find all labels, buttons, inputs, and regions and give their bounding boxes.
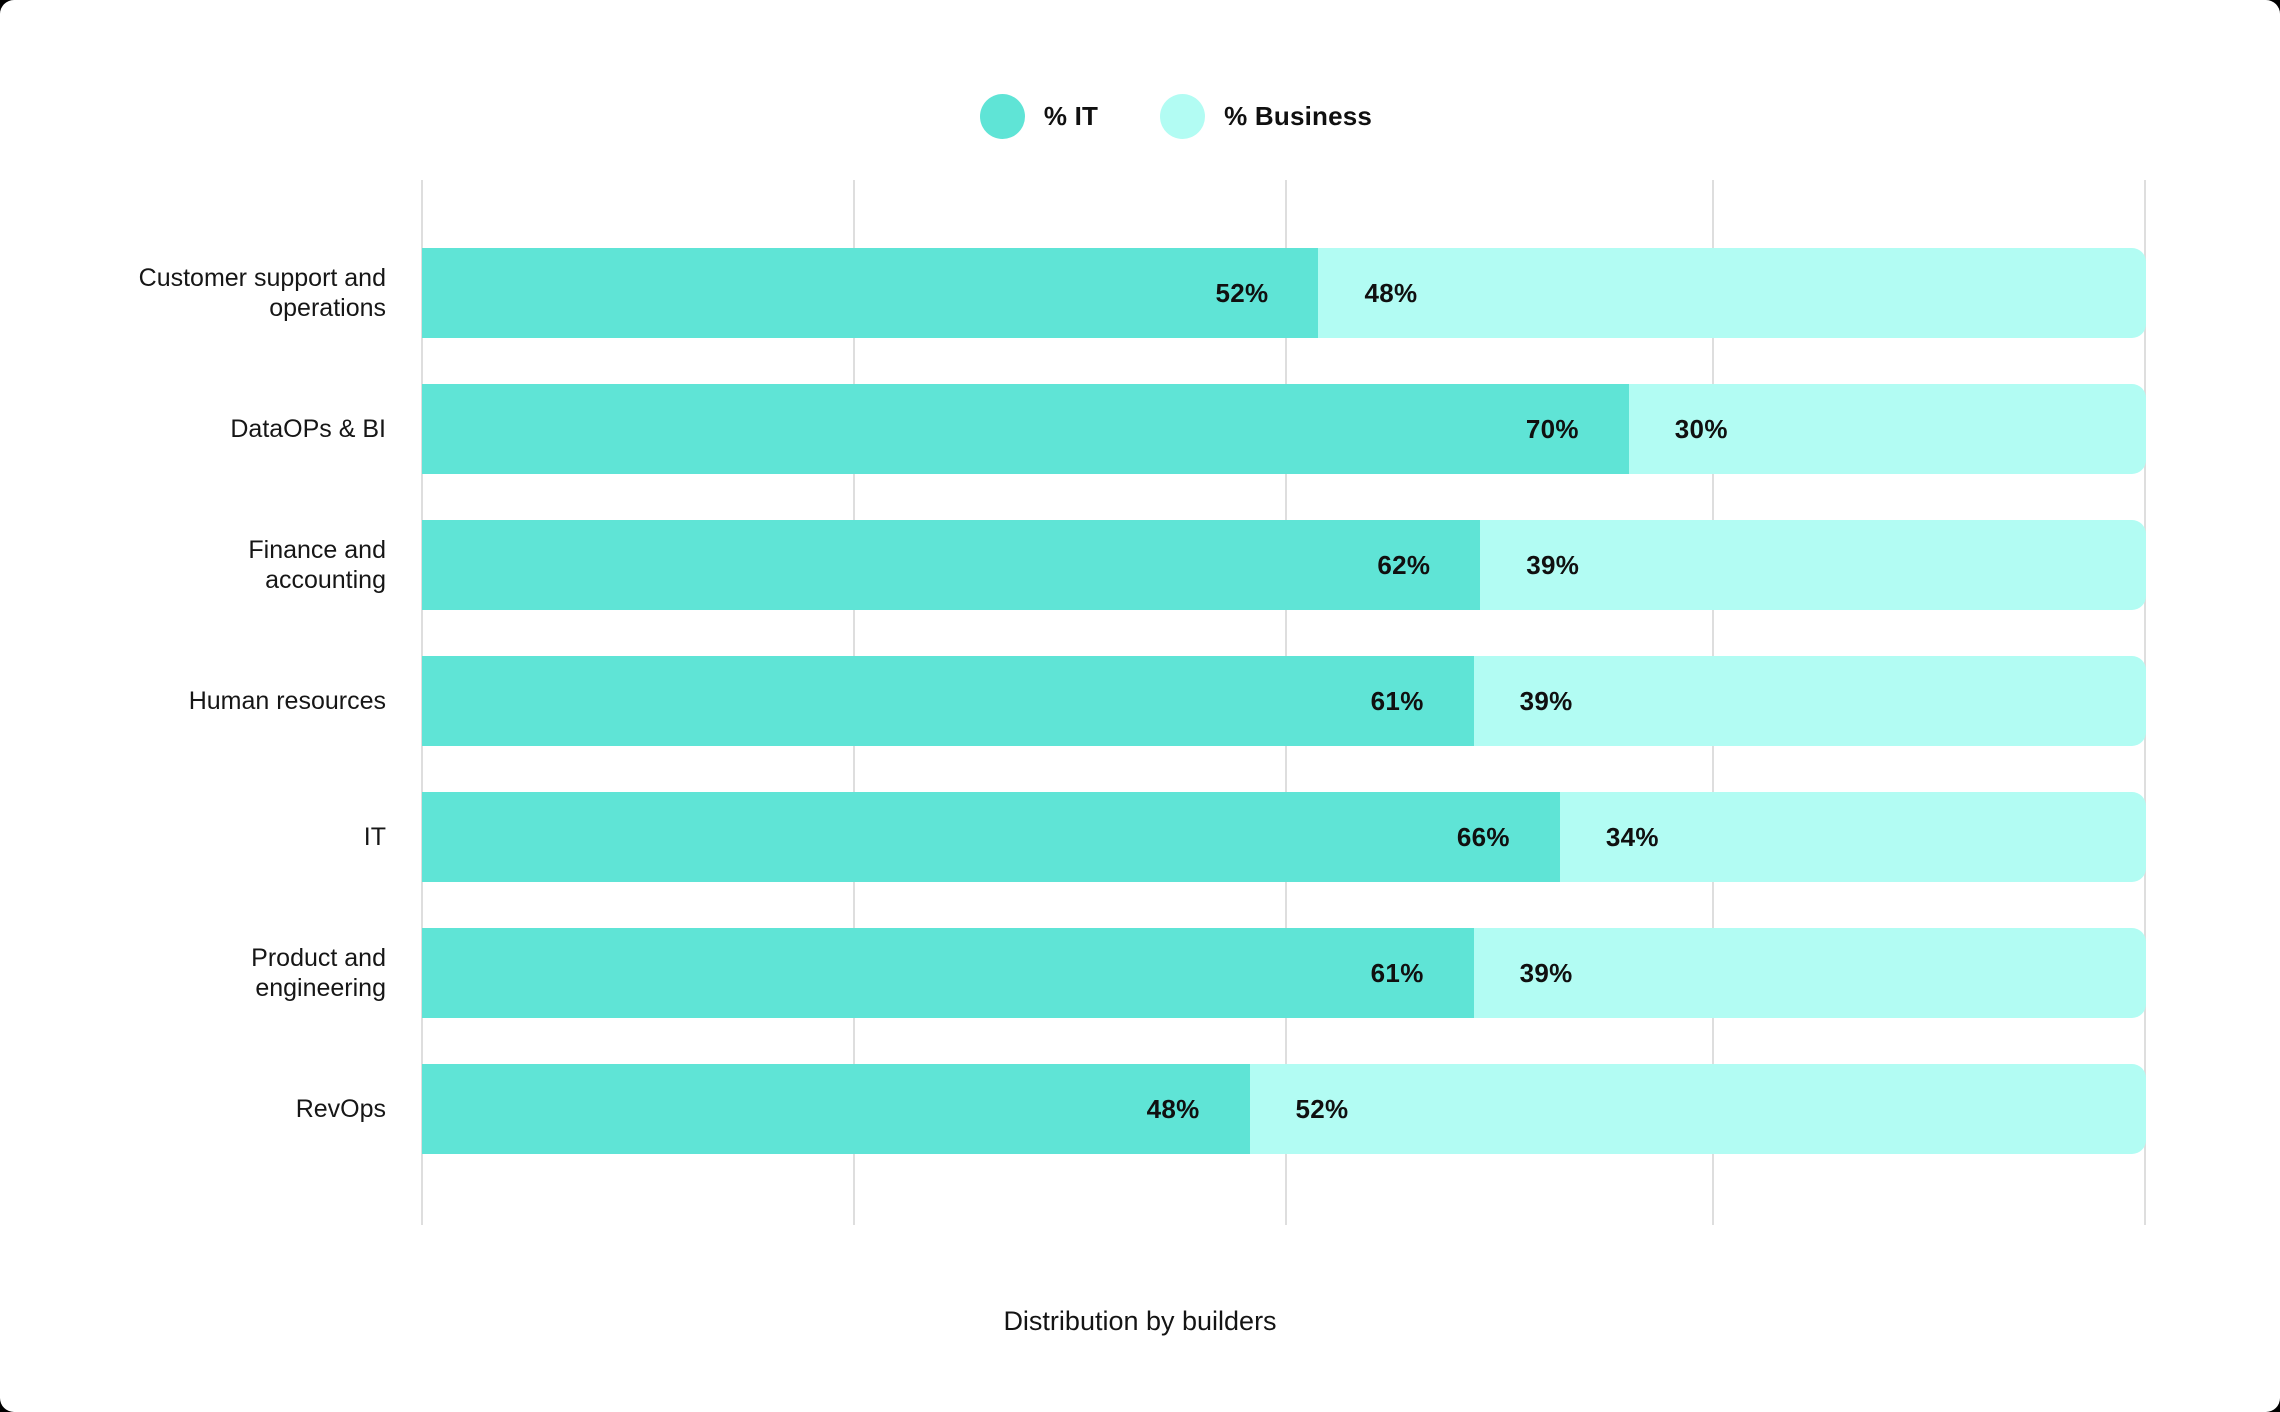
chart-caption: Distribution by builders [1003, 1306, 1277, 1336]
legend: % IT % Business [36, 93, 2280, 139]
bar-row: DataOPs & BI 70% 30% [0, 384, 2280, 474]
bar-segment-it: 61% [422, 656, 1474, 746]
bar-segment-business: 34% [1559, 792, 2146, 882]
value-label-it: 66% [1456, 821, 1510, 852]
stacked-bar: 66% 34% [422, 792, 2146, 882]
bar-segment-business: 39% [1480, 520, 2146, 610]
value-label-business: 52% [1295, 1093, 1349, 1124]
bar-row: Human resources 61% 39% [0, 656, 2280, 746]
bar-segment-business: 52% [1249, 1064, 2146, 1154]
category-label: Finance and accounting [248, 536, 386, 594]
stacked-bar: 61% 39% [422, 928, 2146, 1018]
category-label: DataOPs & BI [230, 415, 386, 443]
value-label-it: 62% [1377, 549, 1431, 580]
bar-segment-it: 61% [422, 928, 1474, 1018]
value-label-it: 61% [1370, 957, 1424, 988]
bar-segment-it: 52% [422, 248, 1319, 338]
category-label: Human resources [188, 687, 386, 715]
stacked-bar: 48% 52% [422, 1064, 2146, 1154]
bar-segment-business: 39% [1473, 928, 2146, 1018]
stacked-bar: 62% 39% [422, 520, 2146, 610]
bar-segment-it: 48% [422, 1064, 1250, 1154]
category-label: IT [363, 823, 386, 851]
bar-row: Customer support and operations 52% 48% [0, 248, 2280, 338]
bar-row: IT 66% 34% [0, 792, 2280, 882]
value-label-it: 52% [1215, 277, 1269, 308]
bar-segment-it: 62% [422, 520, 1481, 610]
bar-segment-it: 66% [422, 792, 1560, 882]
stacked-bar: 52% 48% [422, 248, 2146, 338]
legend-item-business: % Business [1160, 93, 1373, 139]
bar-segment-business: 39% [1473, 656, 2146, 746]
bar-segment-business: 48% [1318, 248, 2146, 338]
category-label: Customer support and operations [138, 264, 386, 322]
value-label-business: 34% [1605, 821, 1659, 852]
value-label-business: 30% [1674, 413, 1728, 444]
legend-label-it: % IT [1043, 100, 1099, 131]
stacked-bar: 61% 39% [422, 656, 2146, 746]
value-label-business: 39% [1519, 957, 1573, 988]
legend-item-it: % IT [979, 93, 1099, 139]
value-label-business: 48% [1364, 277, 1418, 308]
value-label-business: 39% [1526, 549, 1580, 580]
value-label-it: 70% [1525, 413, 1579, 444]
stacked-bar: 70% 30% [422, 384, 2146, 474]
bar-segment-business: 30% [1628, 384, 2146, 474]
legend-dot-it-icon [979, 93, 1025, 139]
legend-dot-business-icon [1160, 93, 1206, 139]
category-label: RevOps [295, 1095, 386, 1123]
legend-label-business: % Business [1224, 100, 1373, 131]
plot-area: Customer support and operations 52% 48% … [0, 180, 2280, 1225]
bar-segment-it: 70% [422, 384, 1629, 474]
bar-rows: Customer support and operations 52% 48% … [0, 248, 2280, 1154]
value-label-it: 48% [1146, 1093, 1200, 1124]
bar-row: Finance and accounting 62% 39% [0, 520, 2280, 610]
category-label: Product and engineering [251, 944, 386, 1002]
bar-row: Product and engineering 61% 39% [0, 928, 2280, 1018]
value-label-it: 61% [1370, 685, 1424, 716]
bar-row: RevOps 48% 52% [0, 1064, 2280, 1154]
value-label-business: 39% [1519, 685, 1573, 716]
